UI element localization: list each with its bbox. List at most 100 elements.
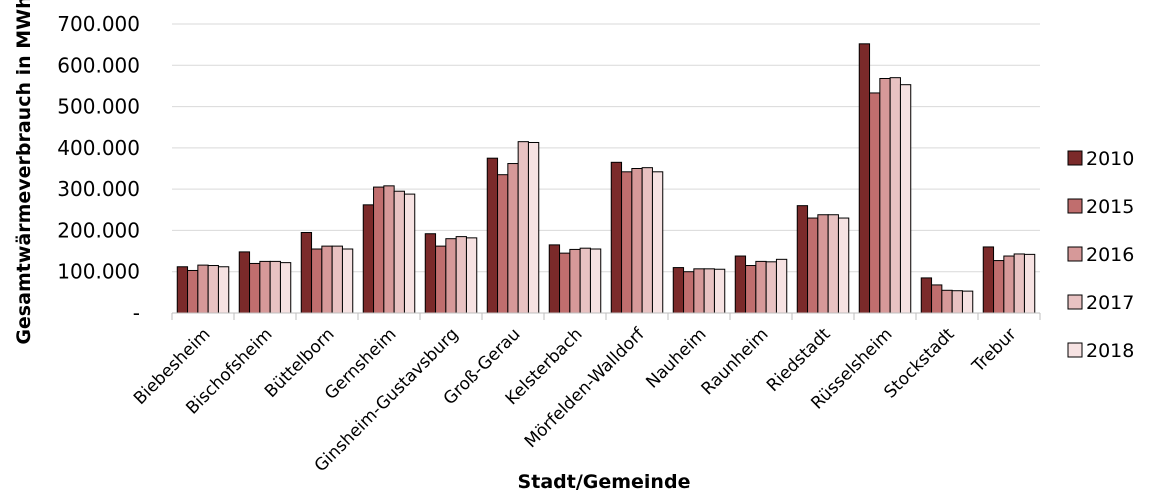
bar-2017-7 <box>641 167 653 314</box>
bar-2017-12 <box>951 290 963 314</box>
bar-2016-6 <box>569 248 581 314</box>
y-tick-label: 700.000 <box>57 12 140 36</box>
bar-2010-2 <box>300 231 313 314</box>
bar-2017-2 <box>331 245 343 314</box>
bar-2010-7 <box>610 161 623 314</box>
x-axis <box>171 312 1041 320</box>
bar-2015-10 <box>807 217 819 314</box>
bar-2015-0 <box>187 269 199 314</box>
y-tick-label: 400.000 <box>57 136 140 160</box>
bar-2018-7 <box>651 171 664 314</box>
bar-2018-0 <box>217 266 230 314</box>
bar-2015-11 <box>869 92 881 314</box>
bar-2018-4 <box>465 237 478 314</box>
legend-swatch-2010 <box>1067 150 1083 166</box>
bar-2017-1 <box>269 260 281 314</box>
legend-label: 2010 <box>1086 148 1134 170</box>
bar-2016-3 <box>383 185 395 314</box>
legend: 2010 2015 2016 2017 2018 <box>1067 148 1134 362</box>
x-tick-label: Mörfelden-Walldorf <box>521 324 649 452</box>
bar-2018-11 <box>899 84 912 314</box>
bar-2018-6 <box>589 248 602 314</box>
y-axis-title: Gesamtwärmeverbrauch in MWh <box>13 0 35 345</box>
y-tick-label: 500.000 <box>57 95 140 119</box>
bar-2017-9 <box>765 261 777 314</box>
bar-2017-11 <box>889 77 901 314</box>
legend-swatch-2017 <box>1067 294 1083 310</box>
bar-2010-8 <box>672 267 685 314</box>
x-tick-label: Trebur <box>968 324 1021 377</box>
legend-label: 2018 <box>1086 340 1134 362</box>
y-axis-tick-labels: - 100.000 200.000 300.000 400.000 500.000 600.… <box>57 12 140 325</box>
bar-2015-7 <box>621 171 633 314</box>
bar-2010-3 <box>362 204 375 314</box>
bar-2015-4 <box>435 245 447 314</box>
legend-label: 2017 <box>1086 292 1134 314</box>
bar-2015-9 <box>745 265 757 314</box>
bar-2018-13 <box>1023 253 1036 314</box>
bar-2016-0 <box>197 264 209 314</box>
bar-2016-9 <box>755 260 767 314</box>
bar-2018-9 <box>775 258 788 314</box>
bar-2016-10 <box>817 214 829 314</box>
bar-2018-10 <box>837 217 850 314</box>
bar-2015-1 <box>249 262 261 314</box>
bar-2017-13 <box>1013 253 1025 314</box>
bar-2015-5 <box>497 174 509 314</box>
y-tick-label: 100.000 <box>57 260 140 284</box>
x-tick-label: Raunheim <box>698 324 773 399</box>
bar-2015-3 <box>373 186 385 314</box>
bar-2010-12 <box>920 277 933 314</box>
bar-2018-1 <box>279 262 292 314</box>
bar-2018-12 <box>961 290 974 314</box>
bar-2016-11 <box>879 77 891 314</box>
legend-swatch-2016 <box>1067 246 1083 262</box>
x-axis-category-labels: BiebesheimBischofsheimBüttelbornGernshei… <box>130 324 1020 476</box>
bar-2016-7 <box>631 168 643 314</box>
legend-swatch-2015 <box>1067 198 1083 214</box>
bar-2010-1 <box>238 251 251 314</box>
bar-2010-13 <box>982 246 995 314</box>
y-tick-label: 300.000 <box>57 177 140 201</box>
bar-2018-8 <box>713 268 726 314</box>
bar-2017-8 <box>703 268 715 314</box>
legend-swatch-2018 <box>1067 342 1083 358</box>
bar-2018-2 <box>341 248 354 314</box>
bar-2017-4 <box>455 236 467 314</box>
bar-2016-4 <box>445 238 457 314</box>
bar-2015-12 <box>931 284 943 314</box>
bar-2016-8 <box>693 268 705 314</box>
bar-2018-5 <box>527 141 540 314</box>
bar-2010-6 <box>548 244 561 314</box>
bars <box>176 43 1036 314</box>
y-tick-label: - <box>133 301 140 325</box>
bar-2016-12 <box>941 289 953 314</box>
bar-2018-3 <box>403 193 416 314</box>
bar-2010-5 <box>486 157 499 314</box>
x-axis-title: Stadt/Gemeinde <box>518 471 691 493</box>
bar-2010-9 <box>734 255 747 314</box>
legend-label: 2016 <box>1086 244 1134 266</box>
bar-2017-0 <box>207 265 219 314</box>
legend-label: 2015 <box>1086 196 1134 218</box>
bar-2016-2 <box>321 245 333 314</box>
bar-2017-5 <box>517 141 529 314</box>
y-tick-label: 600.000 <box>57 53 140 77</box>
bar-2015-2 <box>311 248 323 314</box>
bar-2016-1 <box>259 260 271 314</box>
bar-2015-13 <box>993 260 1005 314</box>
bar-2016-13 <box>1003 255 1015 314</box>
y-tick-label: 200.000 <box>57 218 140 242</box>
bar-2010-0 <box>176 266 189 314</box>
bar-2010-11 <box>858 43 871 314</box>
bar-2017-3 <box>393 190 405 314</box>
bar-2017-6 <box>579 247 591 314</box>
bar-2015-6 <box>559 252 571 314</box>
bar-2015-8 <box>683 271 695 314</box>
bar-2016-5 <box>507 163 519 314</box>
bar-2010-4 <box>424 233 437 314</box>
bar-2017-10 <box>827 214 839 314</box>
bar-2010-10 <box>796 205 809 314</box>
gridlines <box>172 23 1040 273</box>
